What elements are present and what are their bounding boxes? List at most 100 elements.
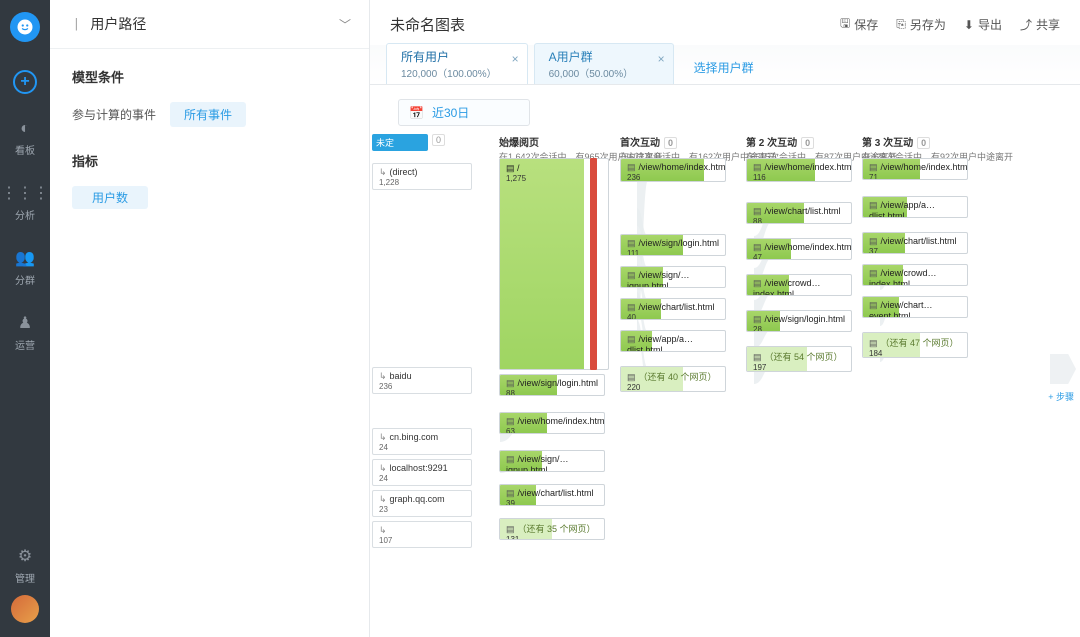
- page-node[interactable]: ▤/view/app/a…dlist.html26: [620, 330, 726, 352]
- page-icon: ▤: [506, 163, 515, 173]
- nav-manage[interactable]: ⚙ 管理: [15, 546, 35, 585]
- download-icon: ⬇: [964, 18, 974, 32]
- nav-icon: ◐: [20, 120, 30, 138]
- segment-tab[interactable]: 所有用户120,000（100.00%）×: [386, 43, 528, 84]
- page-icon: ▤: [753, 352, 762, 362]
- more-pages-node[interactable]: ▤（还有 47 个网页）184: [862, 332, 968, 358]
- page-node[interactable]: ▤/view/chart/list.html88: [746, 202, 852, 224]
- saveas-button[interactable]: ⎘另存为: [896, 14, 946, 35]
- page-node[interactable]: ▤/view/chart…event.html32: [862, 296, 968, 318]
- page-icon: ▤: [753, 278, 762, 288]
- arrow-icon: ↳: [379, 494, 387, 504]
- source-node[interactable]: ↳localhost:929124: [372, 459, 472, 486]
- nav-label: 管理: [15, 570, 35, 585]
- user-avatar[interactable]: [11, 595, 39, 623]
- main-area: 未命名图表 🖫保存 ⎘另存为 ⬇导出 ⤴共享 所有用户120,000（100.0…: [370, 0, 1080, 637]
- page-node[interactable]: ▤/view/sign/…ignup.html44: [620, 266, 726, 288]
- close-icon[interactable]: ×: [512, 52, 519, 66]
- date-range-chip[interactable]: 📅 近30日: [398, 99, 530, 126]
- page-node[interactable]: ▤/view/crowd…index.html36: [862, 264, 968, 286]
- nav-label: 分析: [15, 207, 35, 222]
- save-button[interactable]: 🖫保存: [840, 14, 878, 35]
- events-pill[interactable]: 所有事件: [170, 102, 246, 127]
- next-step-arrow[interactable]: [1050, 354, 1076, 384]
- model-section-title: 模型条件: [50, 49, 369, 96]
- source-header[interactable]: 未定: [372, 134, 428, 151]
- page-icon: ▤: [753, 314, 762, 324]
- page-icon: ▤: [627, 334, 636, 344]
- segment-tabs: 所有用户120,000（100.00%）×A用户群60,000（50.00%）×…: [370, 45, 1080, 85]
- arrow-icon: ↳: [379, 167, 387, 177]
- arrow-icon: ↳: [379, 371, 387, 381]
- nav-label: 运营: [15, 337, 35, 352]
- add-button[interactable]: +: [13, 70, 37, 94]
- arrow-icon: ↳: [379, 463, 387, 473]
- more-pages-node[interactable]: ▤（还有 40 个网页）220: [620, 366, 726, 392]
- page-icon: ▤: [753, 162, 762, 172]
- gear-icon: ⚙: [18, 546, 32, 566]
- nav-item-0[interactable]: ◐ 看板: [1, 120, 49, 157]
- page-node[interactable]: ▤/view/home/index.html116: [746, 158, 852, 182]
- page-icon: ▤: [627, 372, 636, 382]
- filters-row: 📅 近30日: [370, 85, 1080, 134]
- topbar: 未命名图表 🖫保存 ⎘另存为 ⬇导出 ⤴共享: [370, 0, 1080, 45]
- source-node[interactable]: ↳(direct)1,228: [372, 163, 472, 190]
- page-icon: ▤: [627, 302, 636, 312]
- nav-label: 看板: [15, 142, 35, 157]
- nav-icon: ♟: [18, 313, 32, 333]
- dropout-strip: [590, 158, 597, 370]
- page-node[interactable]: ▤/view/home/index.html71: [862, 158, 968, 180]
- nav-item-3[interactable]: ♟ 运营: [1, 313, 49, 352]
- app-logo[interactable]: [10, 12, 40, 42]
- close-icon[interactable]: ×: [658, 52, 665, 66]
- page-icon: ▤: [627, 238, 636, 248]
- source-node[interactable]: ↳baidu236: [372, 367, 472, 394]
- add-segment-tab[interactable]: 选择用户群: [680, 51, 768, 84]
- page-icon: ▤: [869, 300, 878, 310]
- more-pages-node[interactable]: ▤（还有 54 个网页）197: [746, 346, 852, 372]
- page-node[interactable]: ▤/view/home/index.html63: [499, 412, 605, 434]
- page-node[interactable]: ▤/view/chart/list.html40: [620, 298, 726, 320]
- share-button[interactable]: ⤴共享: [1020, 14, 1060, 35]
- more-pages-node[interactable]: ▤（还有 35 个网页）131: [499, 518, 605, 540]
- page-icon: ▤: [506, 488, 515, 498]
- page-node[interactable]: ▤/view/app/a…dlist.html42: [862, 196, 968, 218]
- page-icon: ▤: [753, 206, 762, 216]
- metric-pill[interactable]: 用户数: [72, 186, 148, 209]
- page-node[interactable]: ▤/view/crowd…index.html41: [746, 274, 852, 296]
- page-node[interactable]: ▤/view/home/index.html47: [746, 238, 852, 260]
- nav-item-2[interactable]: 👥分群: [1, 248, 49, 287]
- page-icon: ▤: [627, 162, 636, 172]
- page-node[interactable]: ▤/view/sign/login.html28: [746, 310, 852, 332]
- page-icon: ▤: [753, 242, 762, 252]
- path-icon: ᛁ: [72, 16, 80, 32]
- page-node[interactable]: ▤/view/sign/login.html88: [499, 374, 605, 396]
- source-node[interactable]: ↳graph.qq.com23: [372, 490, 472, 517]
- events-row: 参与计算的事件 所有事件: [50, 96, 369, 133]
- page-icon: ▤: [869, 268, 878, 278]
- config-header[interactable]: ᛁ 用户路径 ﹀: [50, 0, 369, 49]
- page-icon: ▤: [869, 236, 878, 246]
- calendar-icon: 📅: [409, 106, 424, 120]
- page-node[interactable]: ▤/view/sign/…ignup.html46: [499, 450, 605, 472]
- page-node[interactable]: ▤/view/sign/login.html111: [620, 234, 726, 256]
- source-node[interactable]: ↳107: [372, 521, 472, 548]
- copy-icon: ⎘: [896, 17, 906, 32]
- metric-section-title: 指标: [50, 133, 369, 180]
- page-icon: ▤: [869, 338, 878, 348]
- segment-tab[interactable]: A用户群60,000（50.00%）×: [534, 43, 674, 84]
- next-step-label[interactable]: + 步骤: [1048, 390, 1074, 403]
- page-icon: ▤: [869, 162, 878, 172]
- export-button[interactable]: ⬇导出: [964, 14, 1002, 35]
- arrow-icon: ↳: [379, 432, 387, 442]
- nav-item-1[interactable]: ⋮⋮⋮分析: [1, 183, 49, 222]
- config-title: 用户路径: [90, 14, 146, 34]
- tab-sub: 60,000（50.00%）: [549, 65, 643, 80]
- page-node[interactable]: ▤/view/chart/list.html37: [862, 232, 968, 254]
- page-node[interactable]: ▤/view/chart/list.html39: [499, 484, 605, 506]
- page-icon: ▤: [506, 524, 515, 534]
- source-node[interactable]: ↳cn.bing.com24: [372, 428, 472, 455]
- tab-name: 所有用户: [401, 48, 497, 65]
- page-icon: ▤: [506, 378, 515, 388]
- page-node[interactable]: ▤/view/home/index.html236: [620, 158, 726, 182]
